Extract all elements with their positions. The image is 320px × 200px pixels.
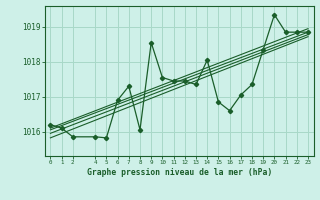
X-axis label: Graphe pression niveau de la mer (hPa): Graphe pression niveau de la mer (hPa) — [87, 168, 272, 177]
